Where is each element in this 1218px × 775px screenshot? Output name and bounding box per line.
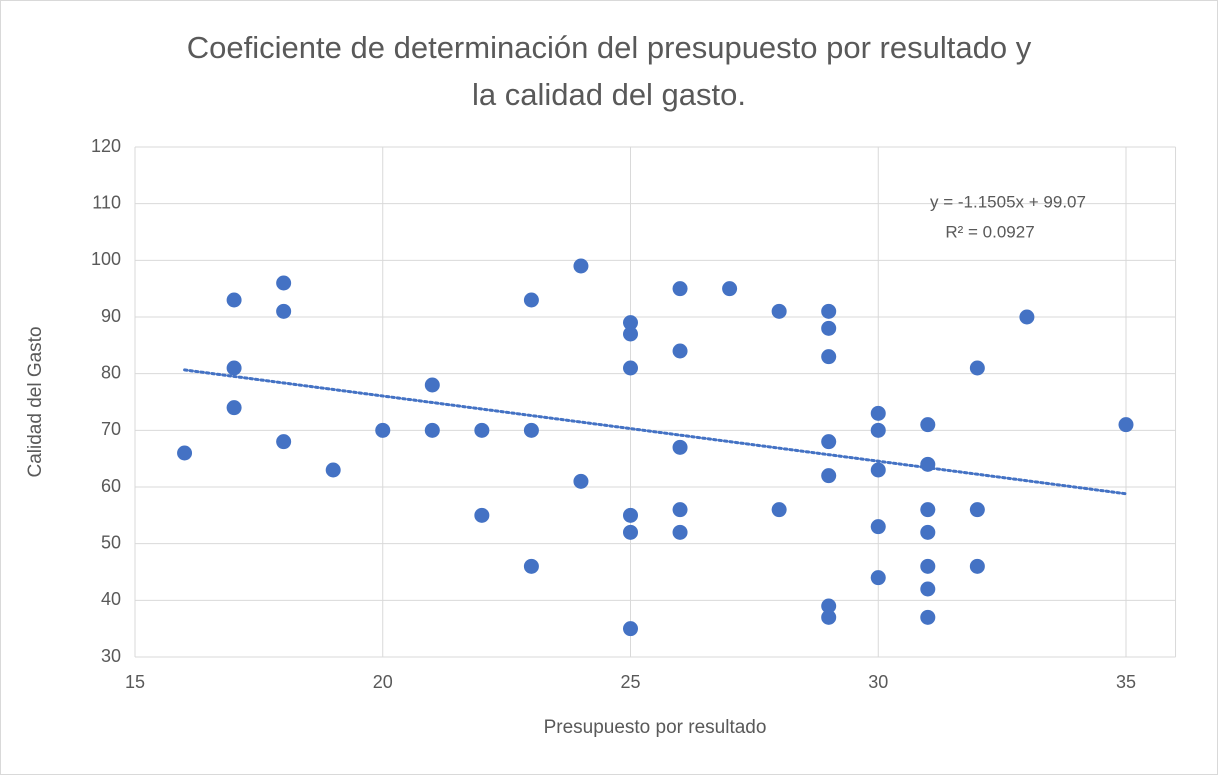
point	[870, 570, 886, 586]
point	[821, 609, 837, 625]
x-tick-label: 15	[125, 672, 145, 692]
point	[375, 422, 391, 438]
point	[870, 405, 886, 421]
grid: 30 40 50 60 70 80 90 100 110 120 15 20 25 30 35	[91, 136, 1177, 692]
point	[821, 468, 837, 484]
x-tick-label: 25	[620, 672, 640, 692]
point	[672, 524, 688, 540]
point	[870, 519, 886, 535]
x-tick-label: 35	[1116, 672, 1136, 692]
chart-title: la calidad del gasto.	[472, 77, 746, 112]
point	[276, 303, 292, 319]
point	[821, 303, 837, 319]
point	[523, 422, 539, 438]
point	[870, 422, 886, 438]
point	[623, 621, 638, 637]
point	[771, 502, 787, 518]
point	[969, 502, 985, 518]
point	[920, 502, 936, 518]
chart-title: Coeficiente de determinación del presupu…	[187, 30, 1032, 65]
point	[969, 558, 985, 574]
point	[623, 524, 638, 540]
point	[1118, 417, 1134, 433]
point	[821, 598, 837, 614]
y-tick-label: 50	[101, 532, 121, 552]
point	[623, 360, 638, 376]
point	[276, 275, 292, 291]
point	[672, 439, 688, 455]
point	[821, 349, 837, 365]
trendline	[183, 368, 1128, 496]
point	[672, 281, 688, 297]
point	[177, 445, 193, 461]
point	[1019, 309, 1035, 325]
point	[226, 360, 242, 376]
point	[821, 320, 837, 336]
point	[920, 558, 936, 574]
point	[623, 507, 638, 523]
point	[920, 609, 936, 625]
point	[672, 343, 688, 359]
x-tick-label: 30	[868, 672, 888, 692]
point	[722, 281, 738, 297]
point	[276, 434, 292, 450]
point	[325, 462, 341, 478]
point	[771, 303, 787, 319]
y-tick-label: 90	[101, 306, 121, 326]
point	[969, 360, 985, 376]
point	[821, 434, 837, 450]
point	[226, 292, 242, 308]
x-tick-label: 20	[373, 672, 393, 692]
point	[573, 473, 589, 489]
point	[920, 524, 936, 540]
y-tick-label: 40	[101, 589, 121, 609]
plot: y = -1.1505x + 99.07 R² = 0.0927	[177, 192, 1134, 637]
y-tick-label: 120	[91, 136, 121, 156]
point	[474, 507, 490, 523]
point	[623, 326, 638, 342]
point	[672, 502, 688, 518]
point	[870, 462, 886, 478]
y-tick-label: 70	[101, 419, 121, 439]
point	[623, 315, 638, 331]
point	[573, 258, 589, 274]
y-tick-label: 110	[92, 192, 121, 212]
trendline-equation: y = -1.1505x + 99.07	[930, 192, 1086, 211]
point	[920, 417, 936, 433]
point	[424, 422, 440, 438]
y-axis-title: Calidad del Gasto	[25, 326, 46, 477]
point	[920, 581, 936, 597]
x-axis-title: Presupuesto por resultado	[544, 717, 767, 738]
y-tick-label: 100	[91, 249, 121, 269]
trendline-r2: R² = 0.0927	[945, 222, 1034, 241]
y-tick-label: 80	[101, 362, 121, 382]
point	[474, 422, 490, 438]
point	[424, 377, 440, 393]
point	[523, 292, 539, 308]
y-tick-label: 60	[101, 476, 121, 496]
point	[226, 400, 242, 416]
y-tick-label: 30	[101, 646, 121, 666]
point	[523, 558, 539, 574]
